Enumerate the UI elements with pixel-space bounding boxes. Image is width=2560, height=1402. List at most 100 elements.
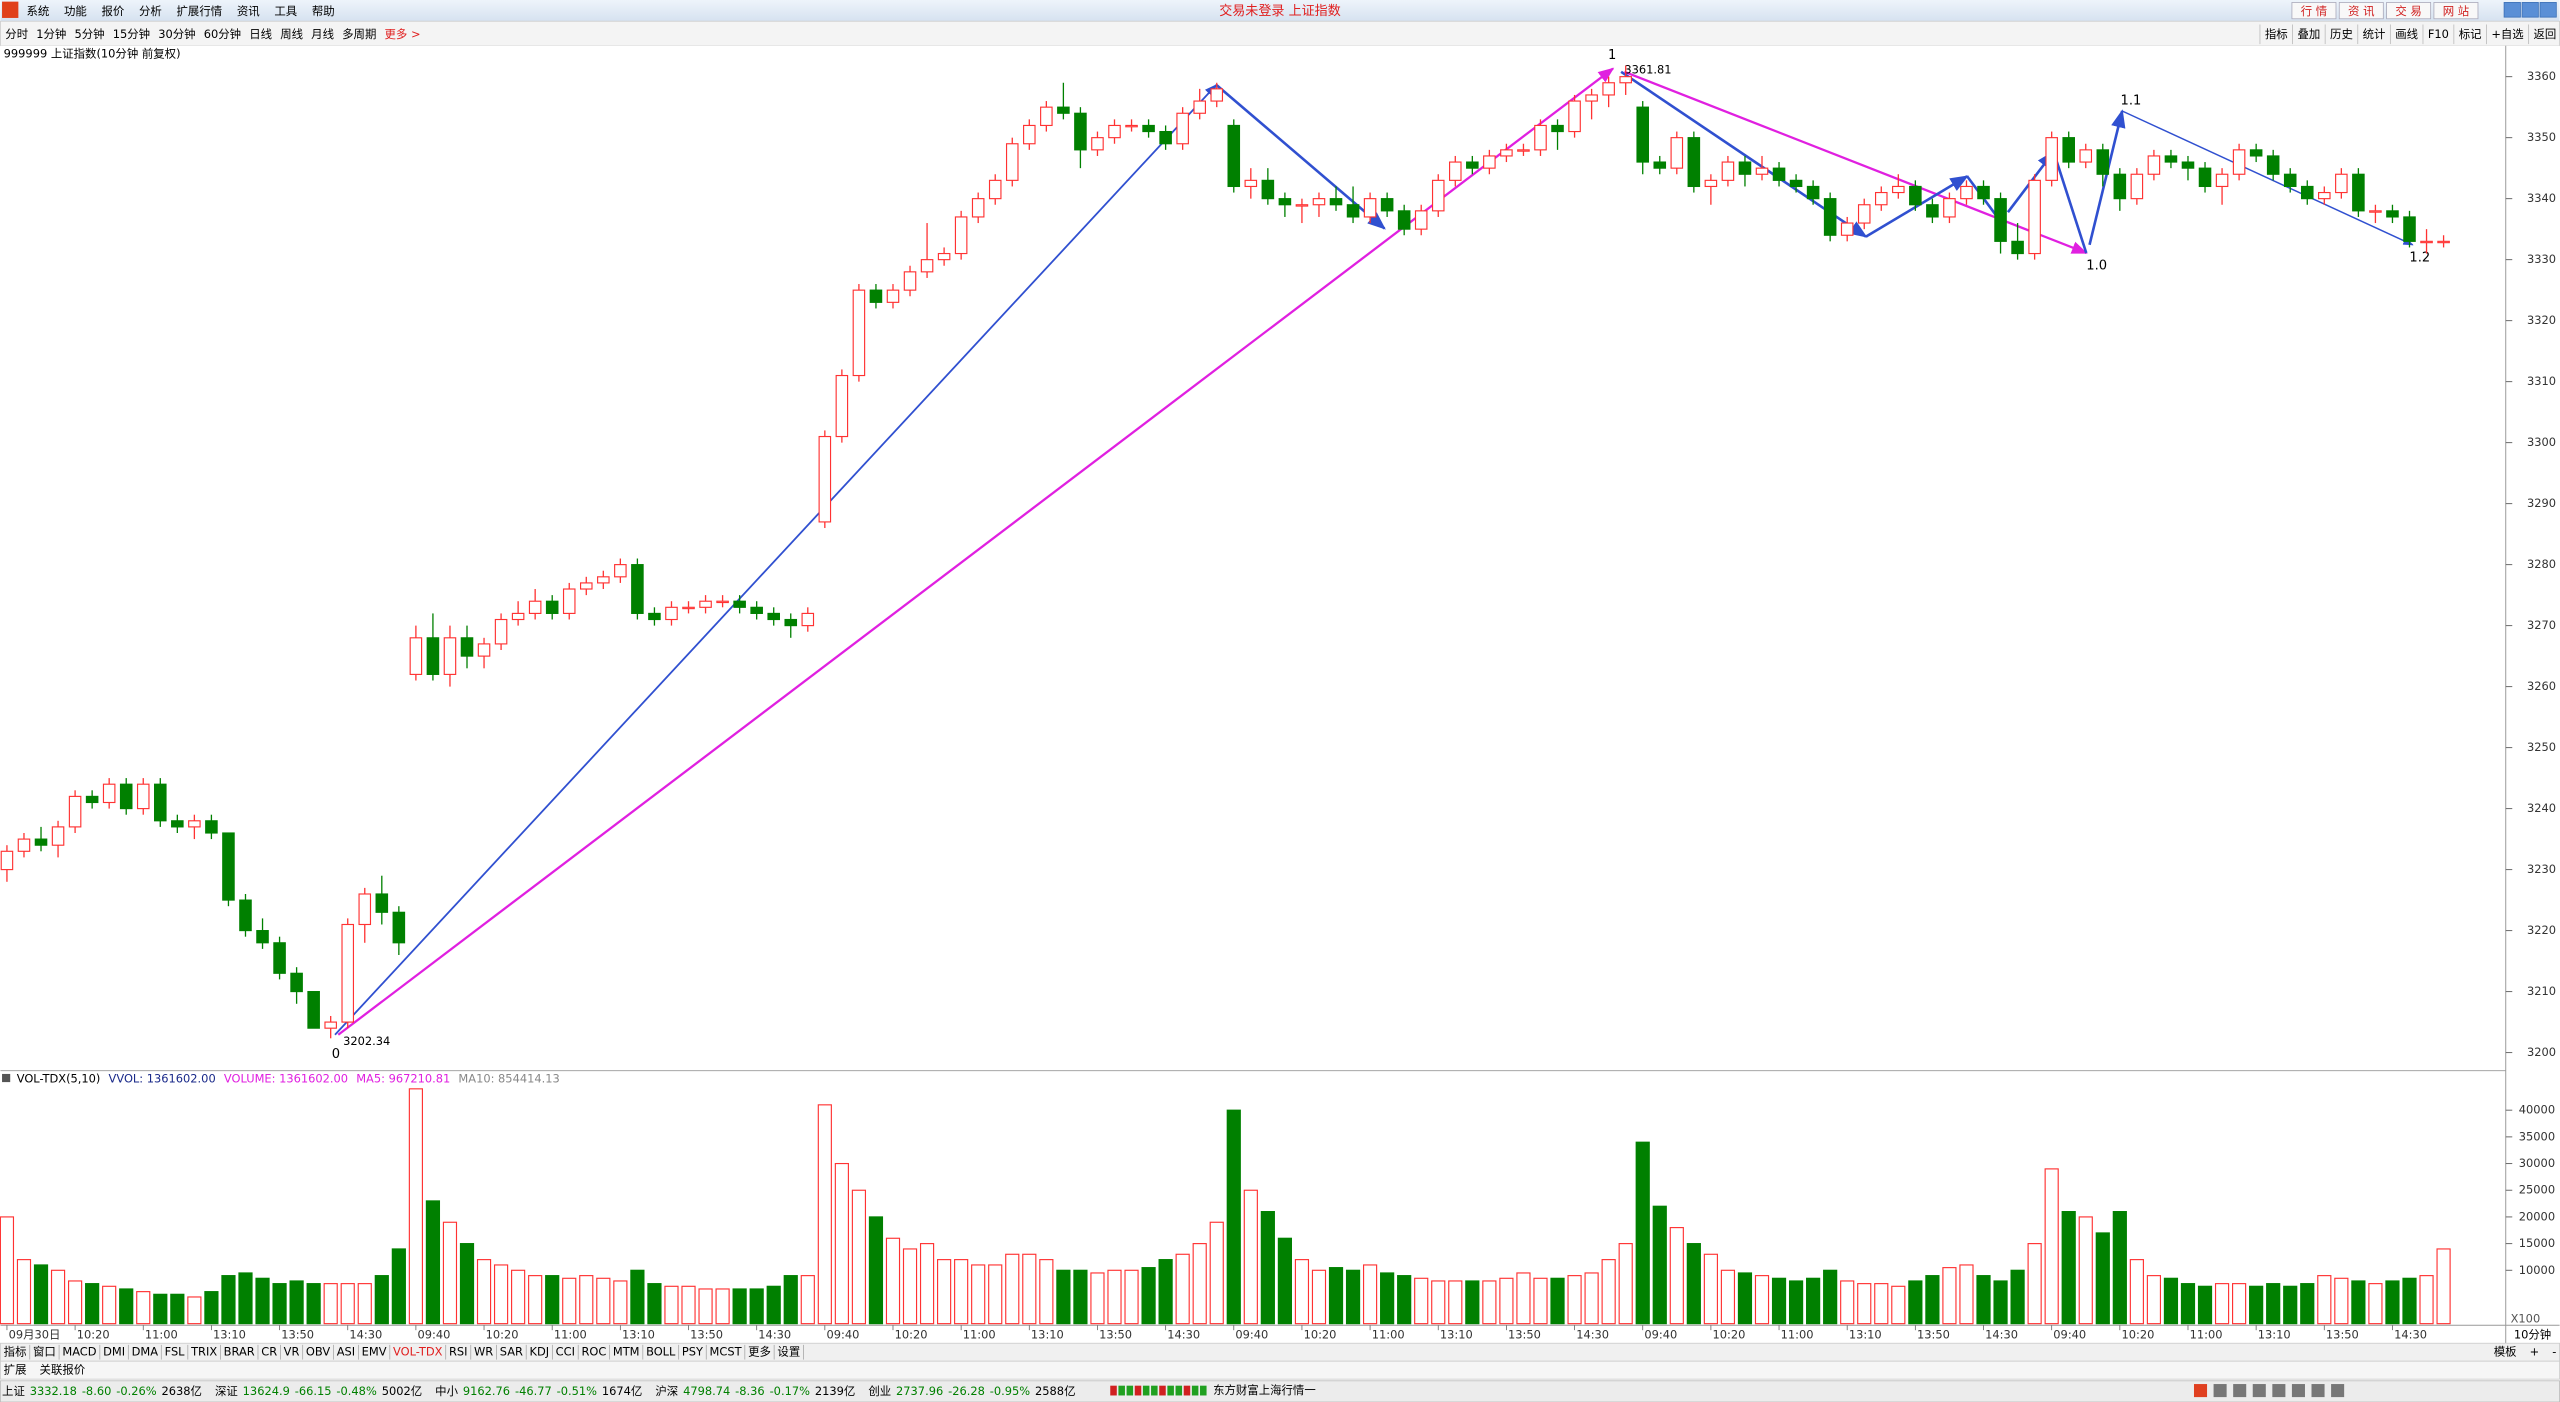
- status-item: 2638亿: [161, 1384, 201, 1398]
- indicator-tab[interactable]: MACD: [62, 1345, 96, 1359]
- menu-item[interactable]: 工具: [274, 4, 297, 18]
- volume-bar: [954, 1259, 969, 1325]
- candle-body: [954, 216, 968, 255]
- candle-body: [460, 637, 474, 657]
- menu-item[interactable]: 系统: [27, 4, 50, 18]
- indicator-tab[interactable]: BRAR: [224, 1345, 255, 1359]
- period-button[interactable]: 多周期: [342, 27, 376, 41]
- indicator-tab[interactable]: 指标: [4, 1345, 27, 1359]
- sub-tab[interactable]: 扩展: [4, 1363, 27, 1377]
- tray-icon[interactable]: [2193, 1384, 2208, 1398]
- sub-tab[interactable]: 关联报价: [40, 1363, 86, 1377]
- volume-bar: [1243, 1189, 1258, 1325]
- period-button[interactable]: 30分钟: [158, 27, 195, 41]
- menu-item[interactable]: 帮助: [312, 4, 335, 18]
- toolbar-button[interactable]: 指标: [2265, 27, 2288, 41]
- period-button[interactable]: 更多 >: [385, 27, 421, 41]
- indicator-tab[interactable]: DMI: [103, 1345, 125, 1359]
- menu-item[interactable]: 功能: [64, 4, 87, 18]
- window-control[interactable]: [2521, 2, 2539, 18]
- period-button[interactable]: 15分钟: [113, 27, 150, 41]
- toolbar-button[interactable]: 历史: [2330, 27, 2353, 41]
- toolbar-button[interactable]: 返回: [2534, 27, 2557, 41]
- indicator-tab[interactable]: WR: [474, 1345, 493, 1359]
- wave-line: [1865, 175, 1969, 238]
- toolbar-button[interactable]: +自选: [2491, 27, 2524, 41]
- indicator-tab[interactable]: 窗口: [33, 1345, 56, 1359]
- indicator-tab[interactable]: VR: [284, 1345, 300, 1359]
- indicator-tab[interactable]: SAR: [500, 1345, 523, 1359]
- period-button[interactable]: 5分钟: [75, 27, 105, 41]
- indicator-tab[interactable]: DMA: [132, 1345, 159, 1359]
- indicator-tab[interactable]: PSY: [682, 1345, 703, 1359]
- indicator-tab[interactable]: 更多: [748, 1345, 771, 1359]
- toolbar-button[interactable]: 叠加: [2297, 27, 2320, 41]
- toolbar-button[interactable]: F10: [2428, 27, 2449, 41]
- toolbar-button[interactable]: 标记: [2459, 27, 2482, 41]
- indicator-tab[interactable]: OBV: [306, 1345, 330, 1359]
- period-button[interactable]: 日线: [249, 27, 272, 41]
- period-button[interactable]: 1分钟: [36, 27, 66, 41]
- title-button[interactable]: [2433, 2, 2479, 20]
- toolbar-button[interactable]: 统计: [2363, 27, 2386, 41]
- window-control[interactable]: [2539, 2, 2557, 18]
- tray-icon[interactable]: [2291, 1384, 2305, 1398]
- title-button-label[interactable]: 行 情: [2301, 4, 2327, 18]
- tab-right[interactable]: -: [2552, 1345, 2556, 1359]
- volume-bar: [1294, 1259, 1310, 1325]
- title-button-label[interactable]: 资 讯: [2348, 4, 2375, 18]
- candle-body: [682, 606, 695, 610]
- indicator-tab[interactable]: VOL-TDX: [393, 1345, 443, 1359]
- volume-bar: [2112, 1211, 2127, 1325]
- period-button[interactable]: 月线: [311, 27, 334, 41]
- tray-icon[interactable]: [2272, 1384, 2286, 1398]
- tab-right[interactable]: +: [2530, 1345, 2540, 1359]
- indicator-tab[interactable]: KDJ: [529, 1345, 549, 1359]
- tray-icon[interactable]: [2252, 1384, 2266, 1398]
- indicator-tab[interactable]: ROC: [581, 1345, 606, 1359]
- menu-item[interactable]: 分析: [139, 4, 162, 18]
- volume-bar: [1141, 1267, 1156, 1325]
- title-button-label[interactable]: 网 站: [2443, 4, 2469, 18]
- indicator-tab[interactable]: BOLL: [646, 1345, 676, 1359]
- title-button[interactable]: [2338, 2, 2384, 20]
- menu-item[interactable]: 扩展行情: [177, 4, 223, 18]
- volume-bar: [902, 1248, 918, 1325]
- indicator-tab[interactable]: CR: [261, 1345, 277, 1359]
- x-tick-label: 13:50: [2326, 1328, 2359, 1342]
- title-button-label[interactable]: 交 易: [2395, 4, 2421, 18]
- period-label: 10分钟: [2514, 1328, 2551, 1342]
- indicator-tab[interactable]: ASI: [337, 1345, 355, 1359]
- indicator-tab[interactable]: MTM: [613, 1345, 640, 1359]
- period-button[interactable]: 周线: [280, 27, 303, 41]
- volume-bar: [16, 1259, 32, 1325]
- toolbar-button[interactable]: 画线: [2395, 27, 2418, 41]
- title-button[interactable]: [2386, 2, 2432, 20]
- menu-item[interactable]: 资讯: [237, 4, 260, 18]
- candle-body: [1210, 88, 1224, 102]
- title-button[interactable]: [2291, 2, 2337, 20]
- y-tick-label: 3330: [2527, 252, 2556, 266]
- indicator-tab[interactable]: CCI: [556, 1345, 575, 1359]
- indicator-tab[interactable]: TRIX: [190, 1345, 217, 1359]
- indicator-tab[interactable]: 设置: [777, 1345, 800, 1359]
- tray-icon[interactable]: [2311, 1384, 2325, 1398]
- indicator-tab[interactable]: MCST: [710, 1345, 742, 1359]
- low-price-label: 3202.34: [343, 1034, 390, 1048]
- volume-bar: [2214, 1283, 2230, 1325]
- status-item: -8.60: [82, 1384, 112, 1398]
- window-control[interactable]: [2503, 2, 2521, 18]
- volume-bar: [1124, 1269, 1139, 1325]
- period-button[interactable]: 分时: [5, 27, 28, 41]
- x-tick-label: 13:10: [2258, 1328, 2291, 1342]
- tray-icon[interactable]: [2331, 1384, 2345, 1398]
- tray-icon[interactable]: [2213, 1384, 2227, 1398]
- indicator-tab[interactable]: EMV: [362, 1345, 387, 1359]
- indicator-tab[interactable]: FSL: [165, 1345, 186, 1359]
- period-button[interactable]: 60分钟: [204, 27, 241, 41]
- tray-icon[interactable]: [2233, 1384, 2247, 1398]
- tab-right[interactable]: 模板: [2494, 1345, 2517, 1359]
- menu-item[interactable]: 报价: [102, 4, 125, 18]
- indicator-tab[interactable]: RSI: [449, 1345, 468, 1359]
- volume-bar: [1550, 1277, 1565, 1325]
